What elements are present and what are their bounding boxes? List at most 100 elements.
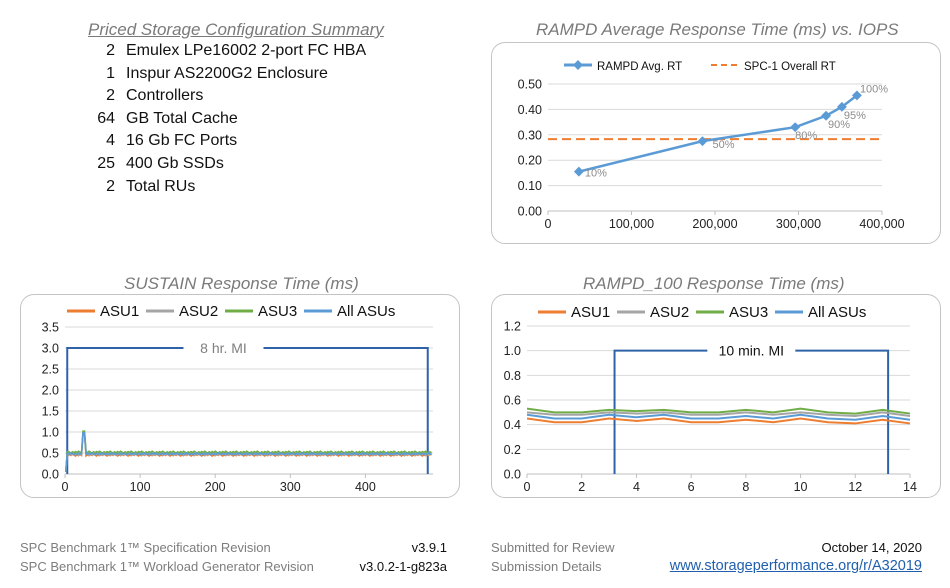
- y-tick-label: 0.6: [504, 394, 521, 408]
- mi-annotation: 8 hr. MI: [200, 340, 247, 356]
- legend-label: ASU2: [179, 303, 218, 320]
- y-tick-label: 3.0: [42, 342, 59, 356]
- rampd100-chart: 0.0 0.2 0.4 0.6 0.8 1.0 1.2 0 2 4 6 8 10 12 14 ASU1 ASU2…: [504, 304, 917, 494]
- data-label: 10%: [585, 168, 607, 180]
- summary-qty: 2: [106, 87, 115, 105]
- data-point: [697, 136, 708, 147]
- summary-row: 2 Total RUs: [30, 178, 410, 201]
- y-tick-label: 0.4: [504, 418, 521, 432]
- summary-qty: 25: [97, 154, 115, 172]
- y-tick-label: 1.0: [42, 426, 59, 440]
- x-tick-label: 300,000: [776, 217, 821, 231]
- x-tick-label: 0: [524, 480, 531, 494]
- summary-qty: 1: [106, 64, 115, 82]
- data-label: 50%: [712, 139, 734, 151]
- summary-row: 25 400 Gb SSDs: [30, 155, 410, 178]
- y-tick-label: 0.30: [518, 128, 542, 142]
- y-tick-label: 1.0: [504, 344, 521, 358]
- summary-title: Priced Storage Configuration Summary: [88, 20, 384, 39]
- x-tick-label: 300: [280, 480, 301, 494]
- legend-label: RAMPD Avg. RT: [597, 61, 682, 73]
- y-tick-label: 2.5: [42, 363, 59, 377]
- summary-item-label: Emulex LPe16002 2-port FC HBA: [126, 42, 367, 59]
- summary-item-label: Controllers: [126, 87, 204, 105]
- x-tick-label: 200: [205, 480, 226, 494]
- x-tick-label: 0: [62, 480, 69, 494]
- series-line-asu3: [64, 430, 432, 472]
- summary-item-label: 400 Gb SSDs: [126, 154, 224, 172]
- sustain-chart-panel: 0.0 0.5 1.0 1.5 2.0 2.5 3.0 3.5 0 100 200 300 400 ASU…: [20, 294, 460, 498]
- submitted-date: October 14, 2020: [821, 540, 922, 555]
- legend-label: ASU3: [729, 304, 768, 321]
- summary-item-label: GB Total Cache: [126, 109, 238, 127]
- summary-item-label: 16 Gb FC Ports: [126, 132, 238, 150]
- y-tick-label: 0.0: [504, 468, 521, 482]
- legend-label: ASU1: [100, 303, 139, 320]
- summary-qty: 2: [106, 177, 115, 195]
- legend-label: ASU1: [571, 304, 610, 321]
- series-line-asu2: [526, 411, 911, 418]
- x-tick-label: 400,000: [859, 217, 904, 231]
- summary-item-label: Total RUs: [126, 177, 196, 195]
- data-label: 90%: [828, 119, 850, 131]
- x-tick-label: 400: [355, 480, 376, 494]
- x-tick-label: 200,000: [692, 217, 737, 231]
- x-tick-label: 14: [903, 480, 917, 494]
- y-tick-label: 0.0: [42, 468, 59, 482]
- y-tick-label: 0.10: [518, 179, 542, 193]
- data-point: [573, 166, 584, 177]
- submission-details-label: Submission Details: [491, 559, 602, 574]
- config-summary-list: 2 Emulex LPe16002 2-port FC HBA 1 Inspur AS…: [30, 42, 410, 200]
- series-line-asu3: [526, 407, 911, 415]
- summary-qty: 64: [97, 109, 115, 127]
- summary-row: 64 GB Total Cache: [30, 110, 410, 133]
- y-tick-label: 0.50: [518, 78, 542, 92]
- legend-label: All ASUs: [337, 303, 395, 320]
- y-tick-label: 0.2: [504, 443, 521, 457]
- sustain-chart: 0.0 0.5 1.0 1.5 2.0 2.5 3.0 3.5 0 100 200 300 400 ASU…: [42, 303, 433, 494]
- legend-label: All ASUs: [808, 304, 866, 321]
- data-label: 100%: [860, 83, 888, 95]
- spec-revision-value: v3.9.1: [411, 540, 447, 555]
- data-label: 80%: [795, 130, 817, 142]
- x-tick-label: 8: [742, 480, 749, 494]
- summary-row: 2 Emulex LPe16002 2-port FC HBA: [30, 42, 410, 65]
- legend-label: ASU3: [258, 303, 297, 320]
- x-tick-label: 100,000: [609, 217, 654, 231]
- rampd-chart-panel: 0.00 0.10 0.20 0.30 0.40 0.50 0 100,000 200,000 3…: [491, 42, 941, 244]
- x-tick-label: 12: [848, 480, 862, 494]
- x-tick-label: 10: [794, 480, 808, 494]
- summary-row: 2 Controllers: [30, 87, 410, 110]
- summary-qty: 2: [106, 42, 115, 59]
- x-tick-label: 100: [130, 480, 151, 494]
- summary-row: 1 Inspur AS2200G2 Enclosure: [30, 65, 410, 88]
- legend-label: SPC-1 Overall RT: [744, 61, 836, 73]
- y-tick-label: 0.20: [518, 154, 542, 168]
- rampd100-chart-title: RAMPD_100 Response Time (ms): [583, 274, 845, 293]
- spec-revision-label: SPC Benchmark 1™ Specification Revision: [20, 540, 271, 555]
- workload-generator-label: SPC Benchmark 1™ Workload Generator Revi…: [20, 559, 314, 574]
- x-tick-label: 6: [688, 480, 695, 494]
- data-label: 95%: [844, 110, 866, 122]
- summary-item-label: Inspur AS2200G2 Enclosure: [126, 64, 328, 82]
- submitted-label: Submitted for Review: [491, 540, 615, 555]
- workload-generator-value: v3.0.2-1-g823a: [359, 559, 447, 574]
- series-line-all-asus: [526, 413, 911, 421]
- series-line-asu1: [526, 417, 911, 425]
- y-tick-label: 1.5: [42, 405, 59, 419]
- data-point: [852, 90, 862, 101]
- summary-row: 4 16 Gb FC Ports: [30, 132, 410, 155]
- mi-annotation: 10 min. MI: [719, 343, 784, 359]
- rampd100-chart-panel: 0.0 0.2 0.4 0.6 0.8 1.0 1.2 0 2 4 6 8 10 12 14 ASU1 ASU2…: [491, 294, 941, 498]
- summary-qty: 4: [106, 132, 115, 150]
- submission-details-link[interactable]: www.storageperformance.org/r/A32019: [669, 558, 922, 574]
- x-tick-label: 2: [578, 480, 585, 494]
- legend-marker: [573, 60, 583, 70]
- y-tick-label: 1.2: [504, 320, 521, 334]
- y-tick-label: 0.5: [42, 447, 59, 461]
- y-tick-label: 0.8: [504, 369, 521, 383]
- y-tick-label: 0.00: [518, 205, 542, 219]
- y-tick-label: 3.5: [42, 321, 59, 335]
- legend-label: ASU2: [650, 304, 689, 321]
- series-line-all-asus: [64, 432, 432, 472]
